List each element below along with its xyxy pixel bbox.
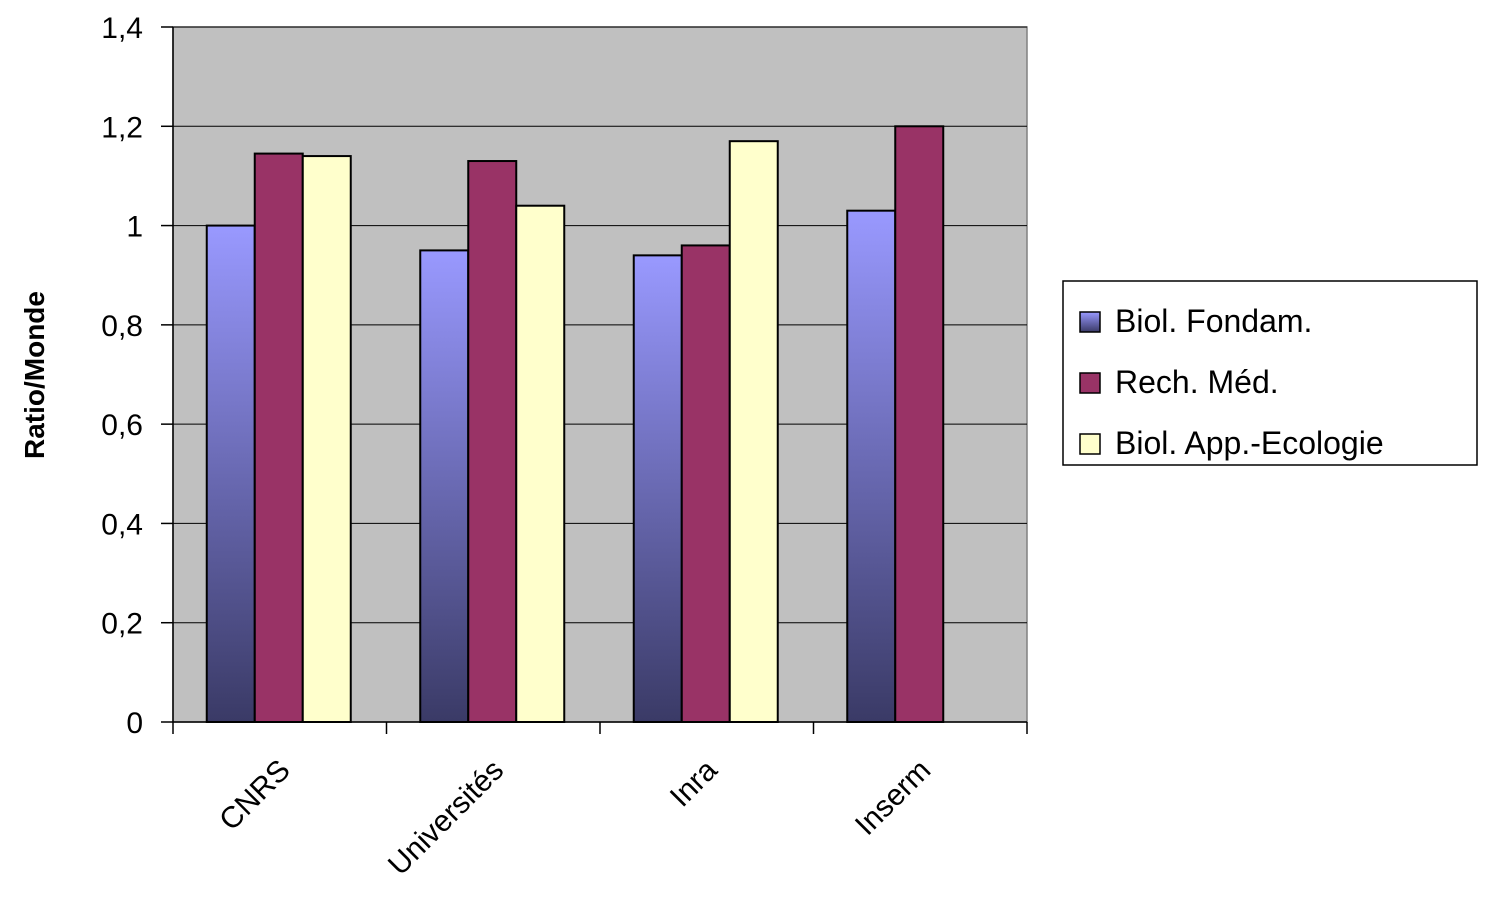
y-tick-label: 1,2 xyxy=(101,111,143,144)
bar xyxy=(894,125,945,724)
y-tick-label: 0,4 xyxy=(101,508,143,541)
y-axis-title: Ratio/Monde xyxy=(19,291,50,459)
x-category-label: CNRS xyxy=(213,754,296,837)
x-category-label: Inserm xyxy=(849,754,937,842)
y-tick-label: 0 xyxy=(126,707,143,740)
legend-box xyxy=(1062,280,1478,466)
bar xyxy=(205,224,256,723)
bar xyxy=(846,209,897,724)
bar xyxy=(680,244,731,724)
x-category-label: Universités xyxy=(382,754,510,882)
bar xyxy=(467,160,518,724)
x-axis: CNRS Universités Inra Inserm xyxy=(172,721,1028,882)
legend-label: Biol. Fondam. xyxy=(1115,303,1312,339)
legend-swatch xyxy=(1079,372,1101,394)
bar xyxy=(632,254,683,723)
bar xyxy=(419,249,470,723)
x-category-label: Inra xyxy=(664,753,724,813)
legend-swatch xyxy=(1079,433,1101,455)
y-tick-label: 1 xyxy=(126,211,143,244)
y-tick-label: 0,8 xyxy=(101,310,143,343)
legend: Biol. Fondam. Rech. Méd. Biol. App.-Ecolog… xyxy=(1062,280,1478,466)
legend-swatch xyxy=(1079,311,1101,333)
legend-label: Rech. Méd. xyxy=(1115,364,1279,400)
bar xyxy=(728,140,779,723)
bars xyxy=(205,125,945,724)
bar xyxy=(253,152,304,723)
y-tick-label: 1,4 xyxy=(101,12,143,45)
y-axis: 0 0,2 0,4 0,6 0,8 1 1,2 1,4 xyxy=(101,12,174,740)
y-tick-label: 0,2 xyxy=(101,608,143,641)
legend-label: Biol. App.-Ecologie xyxy=(1115,425,1384,461)
y-tick-label: 0,6 xyxy=(101,409,143,442)
bar xyxy=(301,155,352,724)
bar xyxy=(515,204,566,723)
